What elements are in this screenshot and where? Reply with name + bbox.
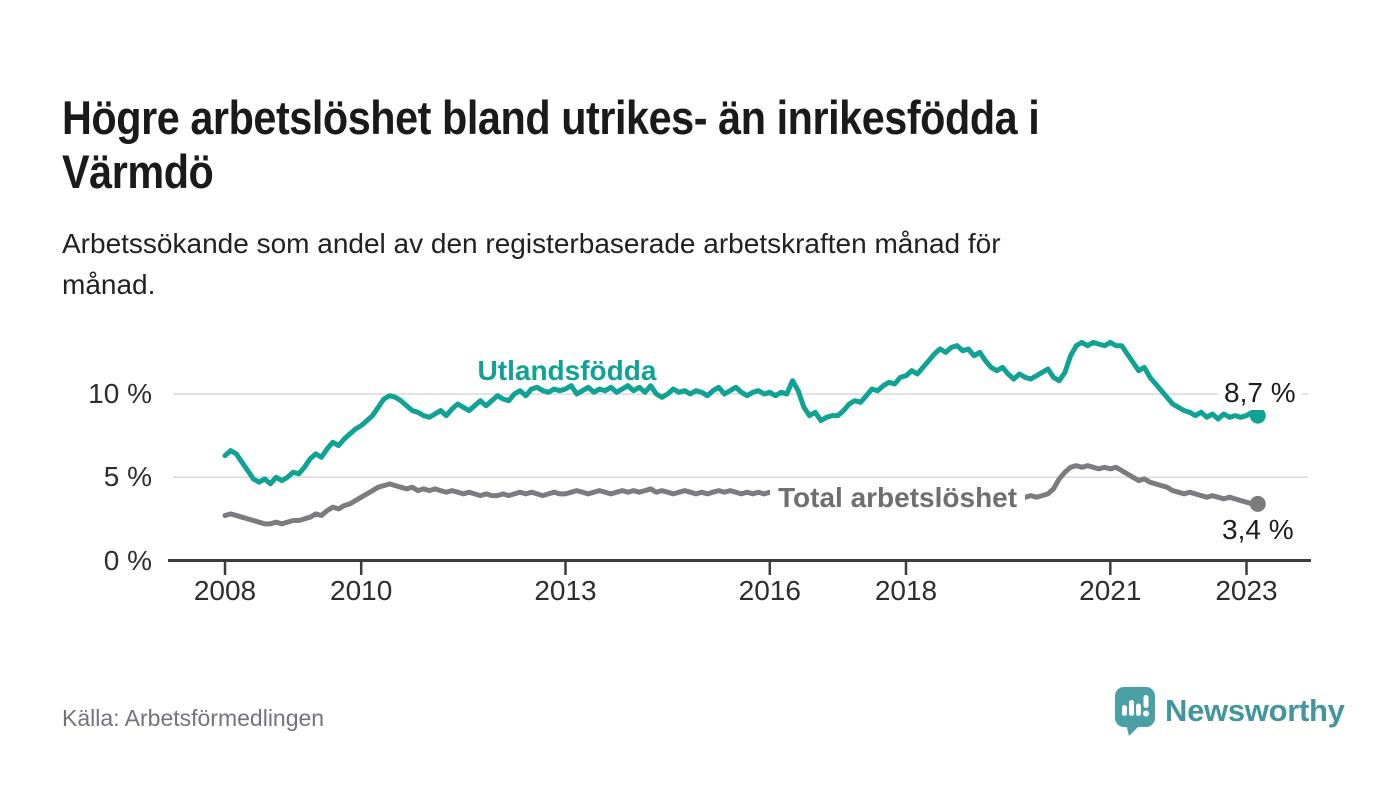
end-value-label-total: 3,4 % bbox=[1222, 514, 1294, 545]
series-end-dot-0 bbox=[1249, 407, 1266, 424]
series-line-1 bbox=[222, 463, 1261, 527]
series-label-utlandsfodda: Utlandsfödda bbox=[477, 355, 657, 386]
series-line-0 bbox=[222, 339, 1261, 487]
series-label-total-arbetsloshet: Total arbetslöshet bbox=[770, 481, 1026, 515]
y-axis-label-10: 10 % bbox=[88, 378, 152, 409]
newsworthy-bubble-chart-icon bbox=[1115, 687, 1155, 736]
source-caption: Källa: Arbetsförmedlingen bbox=[62, 705, 325, 731]
x-axis-label-2013: 2013 bbox=[534, 575, 597, 606]
x-axis-label-2010: 2010 bbox=[330, 575, 393, 606]
y-axis-label-5: 5 % bbox=[103, 461, 152, 493]
chart-subtitle: Arbetssökande som andel av den registerb… bbox=[62, 228, 1001, 300]
x-axis-label-2016: 2016 bbox=[738, 575, 801, 606]
newsworthy-wordmark: Newsworthy bbox=[1165, 693, 1345, 728]
x-axis-label-2021: 2021 bbox=[1079, 575, 1142, 606]
newsworthy-logo: Newsworthy bbox=[1114, 686, 1345, 736]
y-axis-label-0: 0 % bbox=[103, 544, 152, 576]
end-value-label-utlandsfodda: 8,7 % bbox=[1218, 376, 1302, 410]
series-end-dot-1 bbox=[1249, 495, 1266, 512]
x-axis-label-2023: 2023 bbox=[1215, 575, 1278, 606]
x-axis-label-2018: 2018 bbox=[874, 575, 938, 606]
page-title: Högre arbetslöshet bland utrikes- än inr… bbox=[62, 91, 1040, 198]
x-axis-label-2008: 2008 bbox=[193, 575, 257, 606]
